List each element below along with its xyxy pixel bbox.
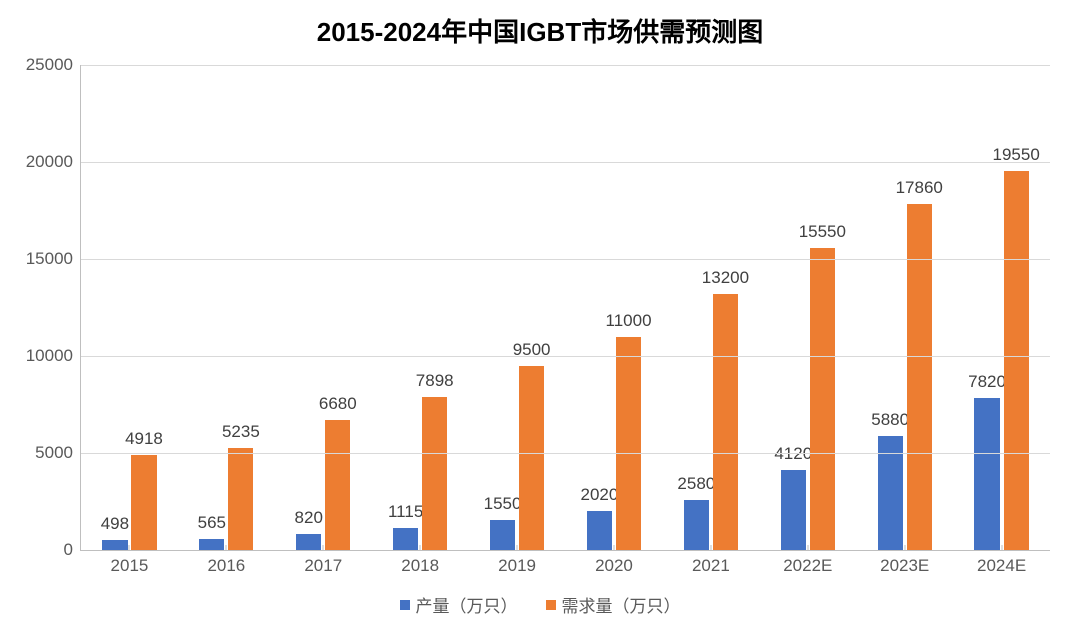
bar-production bbox=[684, 500, 709, 550]
bar-demand bbox=[616, 337, 641, 550]
x-tick-label: 2017 bbox=[275, 556, 372, 576]
bar-demand bbox=[422, 397, 447, 550]
bar-value-label: 1115 bbox=[388, 502, 423, 522]
bar-value-label: 17860 bbox=[896, 178, 943, 198]
igbt-supply-demand-chart: 2015-2024年中国IGBT市场供需预测图 2015 498 4918 2016 5… bbox=[0, 0, 1080, 631]
bar-value-label: 1550 bbox=[484, 494, 522, 514]
x-tick bbox=[710, 545, 711, 551]
x-tick-label: 2016 bbox=[178, 556, 275, 576]
x-tick bbox=[1001, 545, 1002, 551]
bar-value-label: 2020 bbox=[581, 485, 619, 505]
x-tick bbox=[129, 545, 130, 551]
category-group: 2022E412015550 bbox=[759, 65, 856, 550]
x-tick-label: 2024E bbox=[953, 556, 1050, 576]
bar-production bbox=[974, 398, 999, 550]
bar-value-label: 565 bbox=[198, 513, 226, 533]
legend-swatch bbox=[546, 600, 556, 610]
category-group: 2024E782019550 bbox=[953, 65, 1050, 550]
gridline bbox=[81, 453, 1050, 454]
x-tick bbox=[323, 545, 324, 551]
bar-value-label: 820 bbox=[295, 508, 323, 528]
gridline bbox=[81, 259, 1050, 260]
chart-title: 2015-2024年中国IGBT市场供需预测图 bbox=[0, 12, 1080, 49]
bar-value-label: 6680 bbox=[319, 394, 357, 414]
bar-demand bbox=[907, 204, 932, 550]
bar-value-label: 4120 bbox=[774, 444, 812, 464]
y-tick-label: 20000 bbox=[26, 152, 81, 172]
bar-value-label: 2580 bbox=[677, 474, 715, 494]
bar-production bbox=[199, 539, 224, 550]
legend-swatch bbox=[400, 600, 410, 610]
x-tick bbox=[420, 545, 421, 551]
bar-groups: 2015498491820165655235201782066802018111… bbox=[81, 65, 1050, 550]
x-tick-label: 2019 bbox=[469, 556, 566, 576]
category-group: 20154984918 bbox=[81, 65, 178, 550]
bar-demand bbox=[519, 366, 544, 550]
x-tick-label: 2015 bbox=[81, 556, 178, 576]
x-tick bbox=[904, 545, 905, 551]
plot-area: 2015498491820165655235201782066802018111… bbox=[80, 65, 1050, 551]
bar-production bbox=[296, 534, 321, 550]
bar-demand bbox=[810, 248, 835, 550]
legend-item-production: 产量（万只） bbox=[400, 592, 518, 617]
bar-value-label: 7898 bbox=[416, 371, 454, 391]
x-tick bbox=[517, 545, 518, 551]
bar-production bbox=[490, 520, 515, 550]
category-group: 2021258013200 bbox=[662, 65, 759, 550]
category-group: 2023E588017860 bbox=[856, 65, 953, 550]
bar-value-label: 5880 bbox=[871, 410, 909, 430]
bar-demand bbox=[228, 448, 253, 550]
y-tick-label: 5000 bbox=[35, 443, 81, 463]
x-tick-label: 2018 bbox=[372, 556, 469, 576]
category-group: 2020202011000 bbox=[566, 65, 663, 550]
y-tick-label: 0 bbox=[64, 540, 81, 560]
chart-legend: 产量（万只） 需求量（万只） bbox=[0, 592, 1080, 617]
x-tick bbox=[613, 545, 614, 551]
bar-value-label: 4918 bbox=[125, 429, 163, 449]
bar-demand bbox=[713, 294, 738, 550]
bar-production bbox=[781, 470, 806, 550]
legend-item-demand: 需求量（万只） bbox=[546, 592, 681, 617]
legend-label: 产量（万只） bbox=[416, 592, 518, 617]
category-group: 20165655235 bbox=[178, 65, 275, 550]
bar-value-label: 15550 bbox=[799, 222, 846, 242]
gridline bbox=[81, 356, 1050, 357]
x-tick-label: 2022E bbox=[759, 556, 856, 576]
bar-production bbox=[587, 511, 612, 550]
x-tick bbox=[807, 545, 808, 551]
bar-production bbox=[393, 528, 418, 550]
category-group: 201811157898 bbox=[372, 65, 469, 550]
y-tick-label: 25000 bbox=[26, 55, 81, 75]
category-group: 201915509500 bbox=[469, 65, 566, 550]
bar-value-label: 498 bbox=[101, 514, 129, 534]
y-tick-label: 15000 bbox=[26, 249, 81, 269]
gridline bbox=[81, 162, 1050, 163]
bar-demand bbox=[325, 420, 350, 550]
category-group: 20178206680 bbox=[275, 65, 372, 550]
x-tick-label: 2020 bbox=[566, 556, 663, 576]
x-tick-label: 2023E bbox=[856, 556, 953, 576]
y-tick-label: 10000 bbox=[26, 346, 81, 366]
bar-value-label: 13200 bbox=[702, 268, 749, 288]
bar-demand bbox=[1004, 171, 1029, 550]
bar-value-label: 5235 bbox=[222, 422, 260, 442]
bar-demand bbox=[131, 455, 156, 550]
gridline bbox=[81, 65, 1050, 66]
x-tick-label: 2021 bbox=[662, 556, 759, 576]
bar-value-label: 11000 bbox=[606, 311, 652, 331]
x-tick bbox=[226, 545, 227, 551]
bar-value-label: 7820 bbox=[968, 372, 1006, 392]
legend-label: 需求量（万只） bbox=[562, 592, 681, 617]
bar-production bbox=[102, 540, 127, 550]
